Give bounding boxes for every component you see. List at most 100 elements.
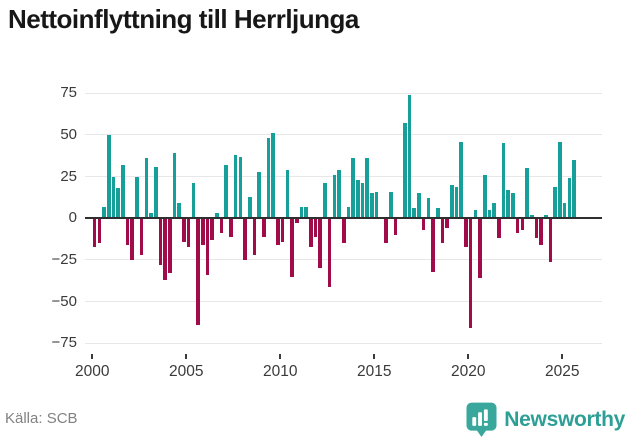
x-axis-tick-mark: [467, 354, 470, 359]
bar: [341, 218, 346, 244]
bar: [464, 218, 468, 247]
x-axis-tick-label: 2000: [75, 363, 110, 380]
bar: [125, 218, 130, 245]
zero-axis-line: [85, 217, 602, 220]
bar: [478, 218, 482, 279]
x-axis-tick-label: 2005: [169, 363, 204, 380]
source-note: Källa: SCB: [5, 410, 78, 427]
bar: [290, 218, 294, 277]
bar: [309, 218, 313, 247]
x-axis-tick-label: 2020: [451, 363, 486, 380]
bar: [116, 188, 120, 219]
bar: [313, 218, 318, 237]
bar: [459, 141, 464, 219]
bar: [130, 218, 135, 260]
bar: [567, 178, 572, 219]
bar: [492, 203, 496, 219]
bar: [318, 218, 323, 269]
gridline: [85, 259, 602, 261]
bar: [534, 218, 539, 239]
bar: [191, 183, 196, 219]
bar: [450, 184, 454, 219]
bar: [294, 218, 299, 224]
bar: [374, 191, 379, 219]
x-axis-tick-mark: [279, 354, 282, 359]
bar: [370, 193, 374, 219]
bar: [299, 206, 304, 219]
bar: [388, 191, 393, 219]
bar: [280, 218, 285, 242]
bar: [553, 186, 558, 219]
bar: [92, 218, 97, 247]
bar: [346, 206, 351, 219]
bar: [233, 154, 238, 219]
bar: [215, 213, 219, 219]
bar: [323, 183, 327, 219]
bar: [158, 218, 163, 265]
y-axis-tick-label: 75: [60, 84, 77, 102]
bar: [182, 218, 186, 242]
brand-link[interactable]: Newsworthy: [466, 402, 625, 438]
bar: [360, 183, 365, 219]
bar: [356, 179, 360, 219]
bar: [412, 208, 417, 219]
bar: [431, 218, 435, 272]
gridline: [85, 342, 602, 344]
bar: [224, 164, 229, 219]
bar: [97, 218, 102, 244]
bar: [106, 134, 111, 219]
gridline: [85, 134, 602, 136]
y-axis-tick-label: −50: [51, 292, 77, 310]
x-axis-tick-label: 2025: [545, 363, 580, 380]
bar: [511, 193, 515, 219]
bar: [196, 218, 200, 325]
bar: [417, 193, 421, 219]
bar: [252, 218, 257, 255]
plot-area: 75 50 25 0 −25 −50 −75 2000 2005 2010 2015 2020 2025: [52, 84, 602, 380]
bar: [445, 218, 449, 229]
bar: [327, 218, 332, 287]
y-axis-tick-label: −25: [51, 250, 77, 268]
bar: [497, 218, 501, 239]
bar: [257, 171, 261, 219]
bar: [163, 218, 167, 280]
bar: [276, 218, 280, 245]
bar: [271, 133, 276, 219]
bar: [539, 218, 543, 245]
bar: [468, 218, 473, 329]
newsworthy-logo-icon: [466, 402, 497, 438]
bar: [506, 189, 511, 219]
bar: [285, 169, 290, 219]
bar: [139, 218, 144, 255]
bar: [407, 94, 412, 219]
bar: [111, 176, 116, 219]
bar: [149, 213, 153, 219]
bar: [440, 218, 445, 244]
bar: [102, 206, 106, 219]
bar: [403, 123, 407, 219]
bar: [515, 218, 520, 234]
bar: [572, 159, 576, 219]
y-axis-tick-label: 0: [68, 209, 77, 227]
page-title: Nettoinflyttning till Herrljunga: [8, 4, 359, 34]
bar: [548, 218, 553, 262]
x-axis-tick-mark: [373, 354, 376, 359]
x-axis-tick-mark: [185, 354, 188, 359]
bar: [177, 203, 182, 219]
bar: [205, 218, 210, 275]
bar: [501, 143, 506, 219]
bar: [351, 158, 355, 219]
bar: [121, 164, 125, 219]
x-axis-tick-mark: [91, 354, 94, 359]
bar: [266, 138, 271, 219]
bar: [384, 218, 388, 244]
gridline: [85, 92, 602, 94]
bar: [210, 218, 214, 240]
bar: [426, 198, 431, 219]
bar: [337, 169, 341, 219]
bar: [153, 166, 158, 219]
bar: [454, 186, 459, 219]
bar: [435, 208, 440, 219]
bar: [304, 206, 308, 219]
gridline: [85, 301, 602, 303]
